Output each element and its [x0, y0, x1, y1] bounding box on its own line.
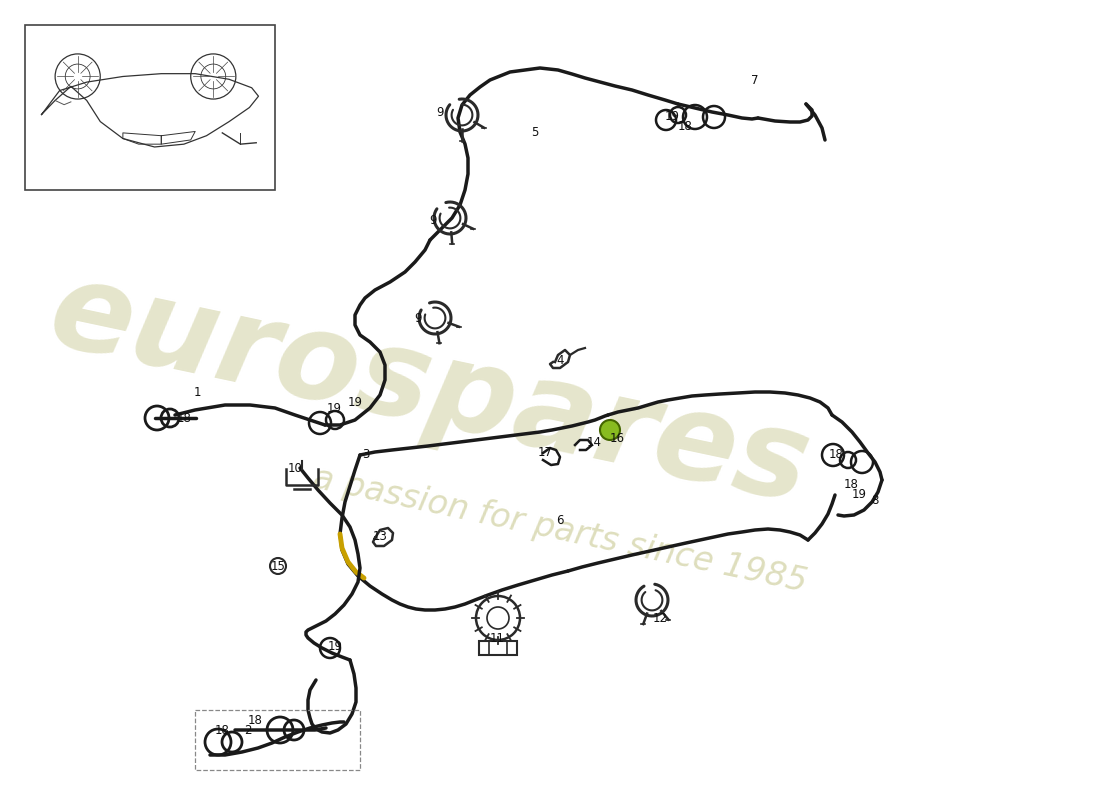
Circle shape — [600, 420, 620, 440]
Text: 7: 7 — [751, 74, 759, 86]
Bar — [480, 641, 517, 655]
Text: 9: 9 — [415, 311, 421, 325]
Text: a passion for parts since 1985: a passion for parts since 1985 — [310, 462, 810, 598]
Text: 4: 4 — [557, 354, 563, 366]
Text: 14: 14 — [586, 437, 602, 450]
Text: 15: 15 — [271, 559, 285, 573]
Text: 19: 19 — [851, 489, 867, 502]
Bar — [25, 25, 275, 190]
Text: 3: 3 — [362, 449, 370, 462]
Text: 10: 10 — [287, 462, 303, 474]
Text: 18: 18 — [844, 478, 858, 491]
Text: 11: 11 — [490, 631, 505, 645]
Text: 19: 19 — [348, 397, 363, 410]
Bar — [195, 710, 360, 770]
Text: 18: 18 — [177, 411, 191, 425]
Text: 18: 18 — [828, 449, 844, 462]
Text: 18: 18 — [214, 723, 230, 737]
Text: 19: 19 — [327, 402, 341, 414]
Text: 17: 17 — [538, 446, 552, 459]
Text: 19: 19 — [664, 110, 680, 122]
Text: 6: 6 — [557, 514, 563, 526]
Text: 18: 18 — [248, 714, 263, 726]
Text: 9: 9 — [429, 214, 437, 226]
Text: eurospares: eurospares — [40, 253, 821, 527]
Text: 12: 12 — [652, 611, 668, 625]
Text: 13: 13 — [373, 530, 387, 543]
Text: 18: 18 — [678, 119, 692, 133]
Text: 19: 19 — [328, 641, 342, 654]
Text: 2: 2 — [244, 723, 252, 737]
Text: 16: 16 — [609, 431, 625, 445]
Text: 1: 1 — [194, 386, 200, 399]
Text: 5: 5 — [531, 126, 539, 138]
Text: 8: 8 — [871, 494, 879, 506]
Text: 9: 9 — [437, 106, 443, 118]
